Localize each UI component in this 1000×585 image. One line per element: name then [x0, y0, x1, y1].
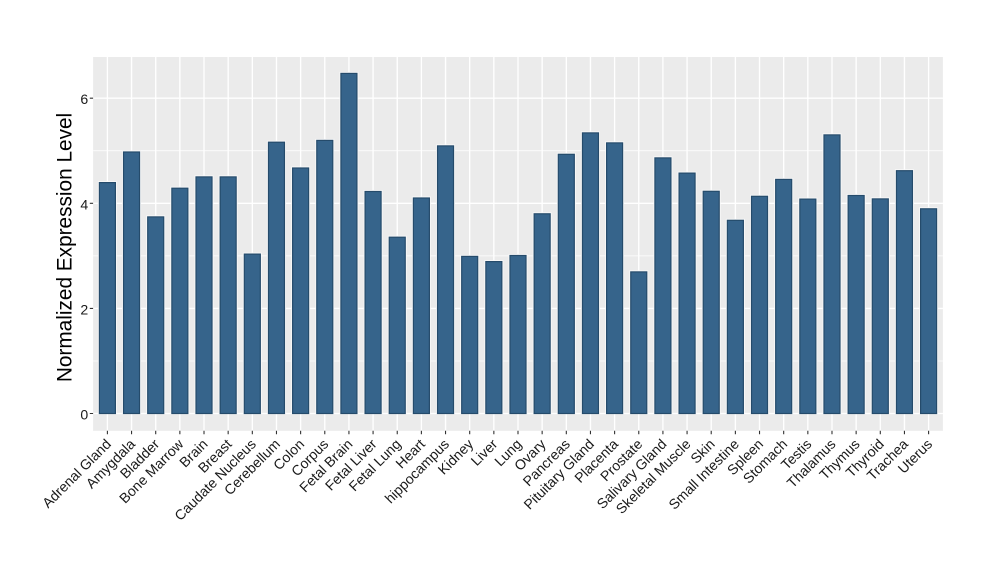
svg-text:2: 2 [80, 301, 88, 317]
svg-text:6: 6 [80, 91, 88, 107]
svg-text:Normalized Expression Level: Normalized Expression Level [54, 113, 77, 382]
svg-text:0: 0 [80, 407, 88, 423]
svg-text:4: 4 [80, 196, 88, 212]
